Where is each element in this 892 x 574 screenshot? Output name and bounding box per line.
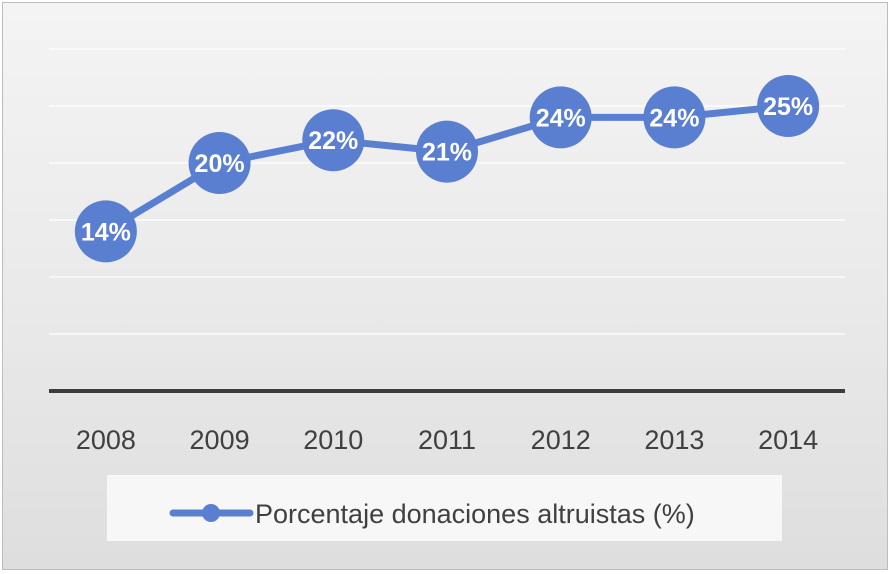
x-tick-label: 2008 [76, 425, 136, 455]
data-label: 22% [308, 127, 358, 155]
data-label: 20% [195, 150, 245, 178]
data-label: 24% [649, 104, 699, 132]
data-point [757, 75, 820, 137]
line-chart: 2008 2009 2010 2011 2012 2013 2014 14% 20% 22% 21… [49, 48, 845, 541]
data-point [74, 200, 137, 263]
x-tick-label: 2010 [303, 425, 363, 455]
data-point [416, 120, 478, 183]
legend-marker-swatch [202, 504, 220, 522]
x-tick-label: 2009 [190, 425, 250, 455]
x-tick-label: 2013 [644, 425, 704, 455]
data-point [188, 132, 251, 194]
legend-box [107, 475, 782, 541]
gridlines [49, 48, 845, 335]
series-porcentaje: 14% 20% 22% 21% 24% 24% 25% [74, 75, 820, 263]
data-label: 24% [536, 104, 586, 132]
x-tick-labels: 2008 2009 2010 2011 2012 2013 2014 [76, 425, 818, 455]
legend: Porcentaje donaciones altruistas (%) [107, 475, 782, 541]
x-tick-label: 2012 [531, 425, 591, 455]
data-point [529, 86, 592, 149]
data-point [302, 109, 365, 172]
data-point [643, 86, 706, 149]
legend-label: Porcentaje donaciones altruistas (%) [255, 499, 695, 529]
data-label: 14% [81, 218, 131, 246]
data-label: 25% [763, 93, 813, 121]
x-tick-label: 2011 [418, 425, 476, 455]
x-tick-label: 2014 [758, 425, 818, 455]
data-label: 21% [422, 139, 472, 167]
